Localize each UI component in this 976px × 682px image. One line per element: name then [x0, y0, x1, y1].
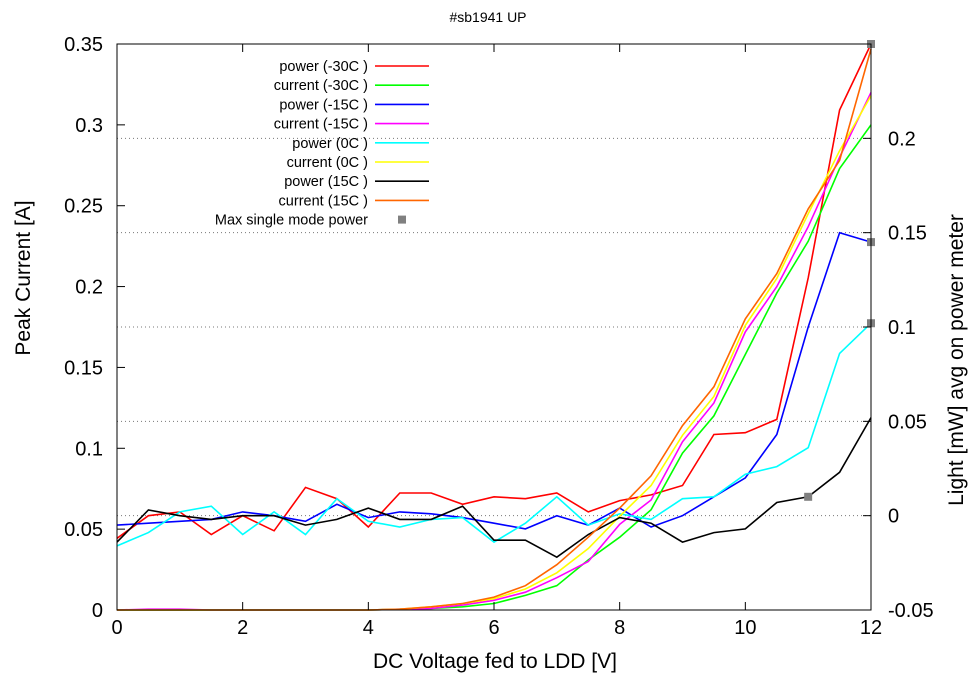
x-tick-label: 4 [363, 617, 374, 639]
y-tick-label: 0 [92, 600, 103, 622]
y2-tick-label: 0.1 [888, 317, 916, 339]
chart-title: #sb1941 UP [449, 9, 526, 25]
y2-axis-label: Light [mW] avg on power meter [945, 214, 968, 506]
series-line-1 [117, 124, 872, 611]
series-line-4 [116, 322, 872, 547]
legend-swatch-point [398, 215, 406, 224]
x-axis-label: DC Voltage fed to LDD [V] [373, 650, 617, 673]
y2-tick-label: -0.05 [888, 600, 934, 622]
series-line-6 [116, 417, 872, 559]
y2-tick-label: 0.2 [888, 128, 916, 150]
series-line-2 [116, 231, 872, 530]
x-tick-label: 6 [488, 617, 499, 639]
y2-tick-label: 0.15 [888, 223, 927, 245]
y-tick-label: 0.1 [75, 438, 103, 460]
y-tick-label: 0.05 [64, 519, 103, 541]
x-tick-label: 0 [111, 617, 122, 639]
y-tick-label: 0.2 [75, 277, 103, 299]
legend-label: current (15C ) [279, 193, 368, 209]
legend-label: power (15C ) [284, 174, 368, 190]
legend-label: power (-15C ) [279, 97, 368, 113]
series-line-3 [116, 92, 872, 611]
max-single-mode-point [804, 492, 813, 501]
y-tick-label: 0.3 [75, 115, 103, 137]
y2-tick-label: 0 [888, 506, 899, 528]
series-line-5 [117, 95, 872, 611]
y-axis-label: Peak Current [A] [12, 200, 35, 355]
legend-label: current (-15C ) [274, 117, 368, 133]
ticks-layer: 0 2 4 6 8 10 12 0 0.05 0.1 0.15 0.2 0.25 0.3 0.35 -0.05… [64, 34, 934, 639]
legend-label: Max single mode power [215, 213, 368, 229]
x-tick-label: 8 [614, 617, 625, 639]
series-line-0 [116, 43, 872, 539]
legend-label: power (0C ) [292, 136, 368, 152]
legend-label: power (-30C ) [279, 59, 368, 75]
legend-label: current (-30C ) [274, 78, 368, 94]
series-layer [116, 40, 875, 611]
x-tick-label: 12 [860, 617, 882, 639]
x-tick-label: 10 [734, 617, 756, 639]
y2-tick-label: 0.05 [888, 411, 927, 433]
y-tick-label: 0.35 [64, 34, 103, 56]
y-tick-label: 0.15 [64, 357, 103, 379]
legend: power (-30C ) current (-30C ) power (-15C … [215, 59, 429, 229]
grid-layer [117, 137, 871, 517]
legend-label: current (0C ) [287, 155, 368, 171]
x-tick-label: 2 [237, 617, 248, 639]
y-tick-label: 0.25 [64, 196, 103, 218]
